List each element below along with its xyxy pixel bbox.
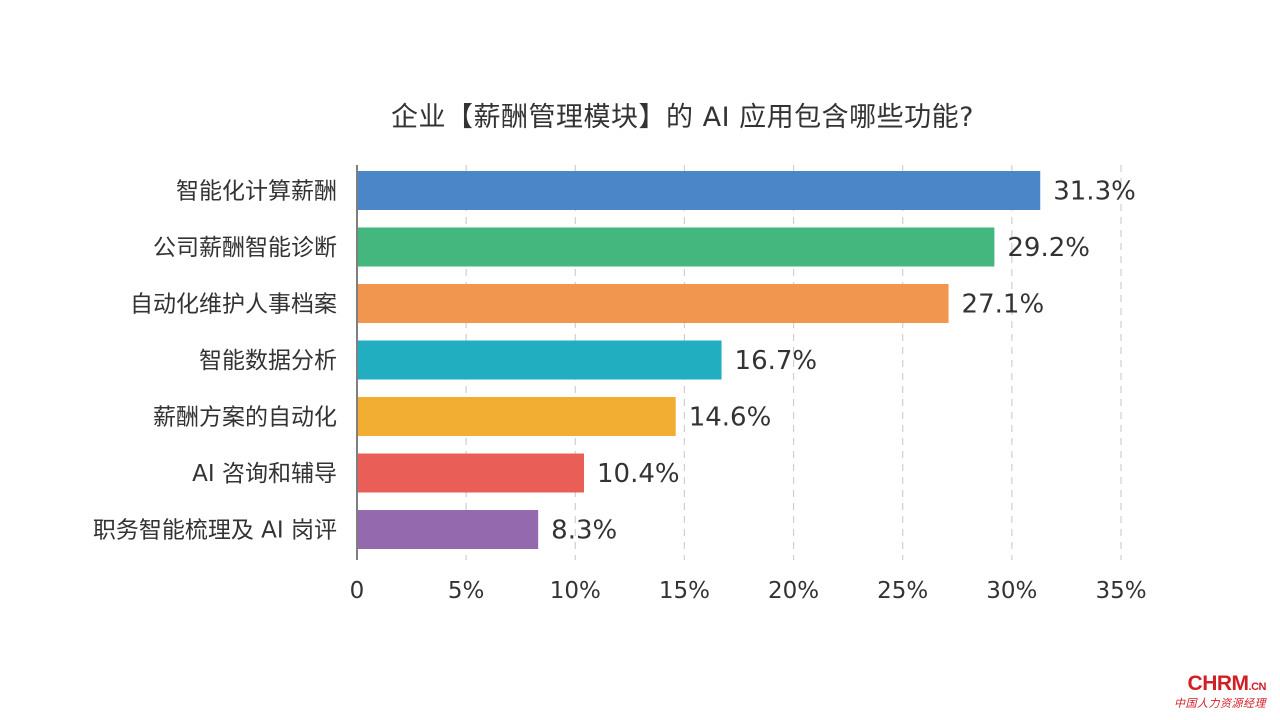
data-label: 16.7% bbox=[735, 346, 818, 376]
category-label: 公司薪酬智能诊断 bbox=[153, 235, 337, 261]
chart-title: 企业【薪酬管理模块】的 AI 应用包含哪些功能? bbox=[391, 102, 974, 133]
bar bbox=[358, 284, 949, 323]
category-label: 薪酬方案的自动化 bbox=[153, 405, 337, 431]
category-label: 智能化计算薪酬 bbox=[176, 179, 337, 205]
bar bbox=[358, 171, 1041, 210]
category-label: 自动化维护人事档案 bbox=[130, 292, 337, 318]
data-label: 27.1% bbox=[962, 290, 1045, 320]
category-label: AI 咨询和辅导 bbox=[192, 461, 337, 487]
data-label: 8.3% bbox=[551, 516, 617, 546]
x-tick-label: 10% bbox=[550, 578, 601, 604]
x-tick-label: 15% bbox=[659, 578, 710, 604]
logo-suffix: .CN bbox=[1248, 681, 1267, 693]
x-tick-label: 35% bbox=[1095, 578, 1146, 604]
data-label: 29.2% bbox=[1007, 233, 1090, 263]
x-tick-label: 0 bbox=[350, 578, 365, 604]
bar bbox=[358, 510, 539, 549]
category-label: 职务智能梳理及 AI 岗评 bbox=[93, 518, 337, 544]
bar bbox=[358, 453, 585, 493]
bar bbox=[358, 397, 676, 436]
category-label: 智能数据分析 bbox=[199, 348, 337, 374]
data-label: 10.4% bbox=[597, 459, 680, 489]
bar bbox=[358, 227, 995, 267]
chrm-logo: CHRM.CN 中国人力资源经理 bbox=[1158, 672, 1267, 710]
logo-subtitle: 中国人力资源经理 bbox=[1174, 697, 1266, 710]
bar bbox=[358, 340, 722, 380]
logo-brand: CHRM bbox=[1187, 672, 1250, 695]
x-tick-label: 20% bbox=[768, 578, 819, 604]
x-tick-label: 25% bbox=[877, 578, 928, 604]
x-tick-label: 30% bbox=[986, 578, 1037, 604]
data-label: 31.3% bbox=[1053, 177, 1136, 207]
data-label: 14.6% bbox=[689, 403, 772, 433]
logo-main-text: CHRM.CN bbox=[1158, 672, 1267, 697]
x-tick-label: 5% bbox=[448, 578, 485, 604]
